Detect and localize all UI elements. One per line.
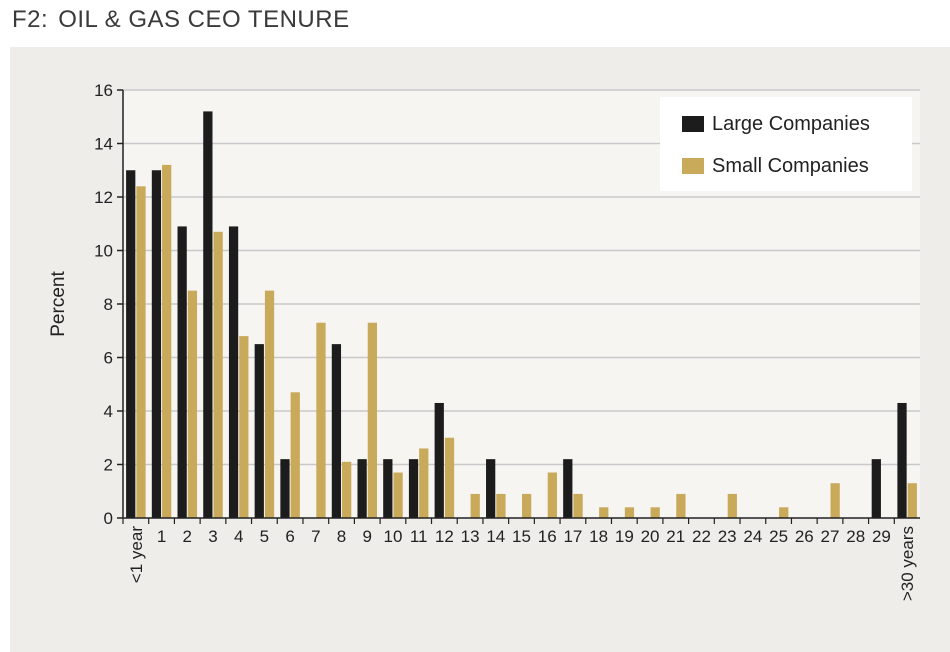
bar-small-companies bbox=[779, 507, 789, 518]
bar-small-companies bbox=[676, 493, 686, 518]
legend-swatch bbox=[682, 116, 704, 132]
bar-small-companies bbox=[624, 507, 635, 518]
x-tick-label: 3 bbox=[208, 527, 217, 546]
x-tick-label: 7 bbox=[311, 527, 320, 546]
bar-small-companies bbox=[342, 461, 352, 518]
x-tick-label: 15 bbox=[512, 527, 531, 546]
bar-small-companies bbox=[290, 392, 300, 518]
bar-large-companies bbox=[254, 344, 264, 518]
bar-small-companies bbox=[727, 493, 737, 518]
bar-large-companies bbox=[331, 344, 342, 518]
x-tick-label: 16 bbox=[538, 527, 557, 546]
y-axis-label: Percent bbox=[48, 271, 69, 337]
bar-small-companies bbox=[470, 493, 480, 518]
bar-large-companies bbox=[203, 111, 213, 519]
x-tick-label: 29 bbox=[872, 527, 891, 546]
legend-label: Large Companies bbox=[712, 113, 870, 135]
bar-large-companies bbox=[383, 459, 393, 518]
x-tick-label: 10 bbox=[383, 527, 402, 546]
bar-small-companies bbox=[239, 336, 249, 518]
y-tick-label: 12 bbox=[94, 188, 113, 207]
bar-large-companies bbox=[357, 459, 367, 518]
x-tick-label: 19 bbox=[615, 527, 634, 546]
y-tick-label: 6 bbox=[104, 349, 113, 368]
x-tick-label: 9 bbox=[363, 527, 372, 546]
bar-large-companies bbox=[871, 459, 881, 518]
x-tick-label: 25 bbox=[769, 527, 788, 546]
bar-small-companies bbox=[522, 493, 532, 518]
x-tick-label: >30 years bbox=[898, 526, 917, 601]
x-tick-label: 20 bbox=[641, 527, 660, 546]
x-tick-label: 2 bbox=[183, 527, 192, 546]
x-tick-label: 11 bbox=[410, 527, 428, 546]
x-tick-label: 28 bbox=[846, 527, 865, 546]
x-tick-label: 8 bbox=[337, 527, 346, 546]
bar-large-companies bbox=[177, 226, 187, 519]
bar-small-companies bbox=[419, 448, 429, 518]
bar-large-companies bbox=[280, 459, 290, 518]
x-tick-label: 12 bbox=[435, 527, 454, 546]
bar-large-companies bbox=[486, 459, 496, 518]
bar-small-companies bbox=[213, 231, 223, 518]
bar-large-companies bbox=[228, 226, 239, 519]
bar-small-companies bbox=[367, 322, 377, 518]
bar-large-companies bbox=[408, 459, 419, 518]
y-tick-label: 8 bbox=[104, 295, 113, 314]
bar-small-companies bbox=[573, 493, 583, 518]
x-tick-label: <1 year bbox=[127, 526, 146, 584]
bar-small-companies bbox=[264, 290, 275, 518]
figure-number: F2: bbox=[12, 6, 49, 33]
legend-box bbox=[660, 97, 912, 191]
x-tick-label: 17 bbox=[563, 527, 582, 546]
bar-small-companies bbox=[393, 472, 403, 518]
bar-small-companies bbox=[316, 322, 326, 518]
x-tick-label: 22 bbox=[692, 527, 711, 546]
y-tick-label: 14 bbox=[94, 135, 113, 154]
x-tick-label: 4 bbox=[234, 527, 243, 546]
y-tick-label: 0 bbox=[104, 509, 113, 528]
bar-small-companies bbox=[650, 507, 660, 518]
figure-title-text: OIL & GAS CEO TENURE bbox=[58, 6, 350, 33]
bar-small-companies bbox=[136, 186, 146, 519]
legend-swatch bbox=[682, 158, 704, 174]
bar-small-companies bbox=[830, 483, 840, 518]
legend-label: Small Companies bbox=[712, 155, 869, 177]
y-tick-label: 4 bbox=[104, 402, 113, 421]
x-tick-label: 13 bbox=[461, 527, 480, 546]
bar-small-companies bbox=[599, 507, 609, 518]
bar-large-companies bbox=[563, 459, 573, 518]
x-tick-label: 26 bbox=[795, 527, 814, 546]
y-tick-label: 2 bbox=[104, 456, 113, 475]
x-tick-label: 5 bbox=[260, 527, 269, 546]
x-tick-label: 6 bbox=[285, 527, 294, 546]
bar-large-companies bbox=[151, 170, 162, 518]
bar-large-companies bbox=[126, 170, 136, 518]
bar-small-companies bbox=[444, 437, 455, 518]
bar-small-companies bbox=[496, 493, 506, 518]
x-tick-label: 14 bbox=[486, 527, 505, 546]
figure-title: F2: OIL & GAS CEO TENURE bbox=[12, 6, 350, 34]
x-tick-label: 1 bbox=[157, 527, 166, 546]
x-tick-label: 24 bbox=[743, 527, 762, 546]
y-tick-label: 10 bbox=[94, 242, 113, 261]
bar-large-companies bbox=[897, 402, 907, 518]
x-tick-label: 23 bbox=[718, 527, 737, 546]
bar-small-companies bbox=[547, 472, 557, 518]
y-tick-label: 16 bbox=[94, 81, 113, 100]
x-tick-label: 27 bbox=[821, 527, 840, 546]
x-tick-label: 21 bbox=[666, 527, 685, 546]
x-tick-label: 18 bbox=[589, 527, 608, 546]
bar-large-companies bbox=[434, 402, 444, 518]
bar-small-companies bbox=[162, 164, 172, 518]
bar-small-companies bbox=[907, 483, 917, 518]
bar-small-companies bbox=[187, 290, 198, 518]
